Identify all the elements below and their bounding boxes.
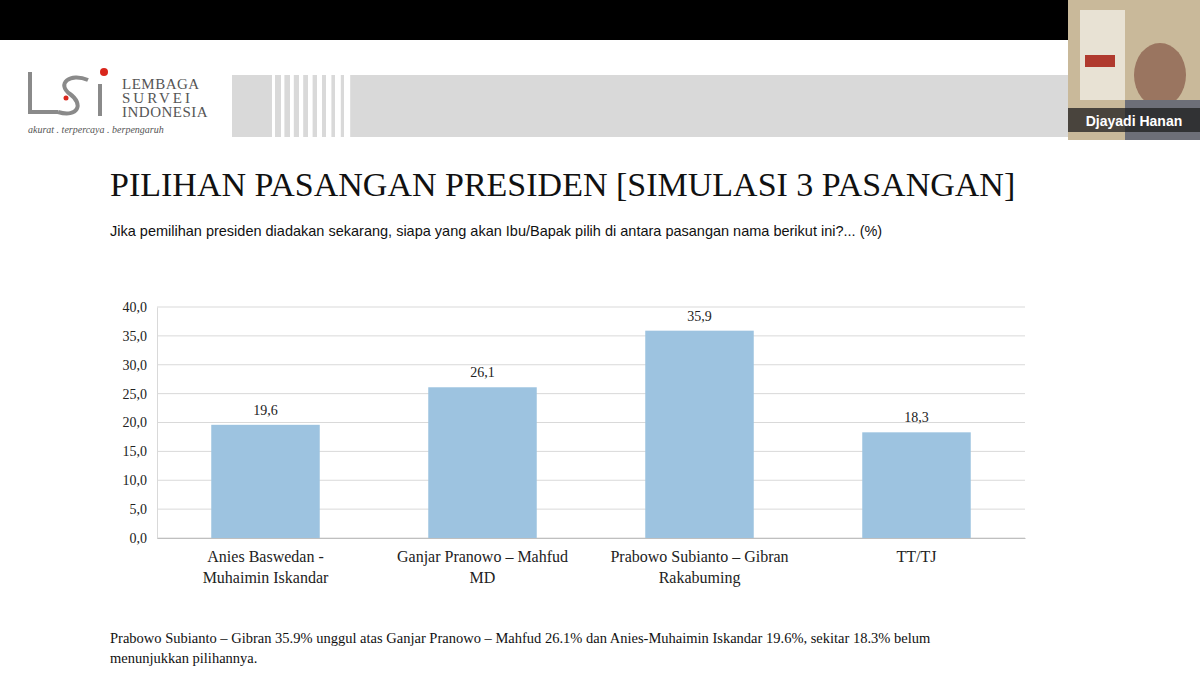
logo — [30, 68, 108, 116]
x-tick: Ganjar Pranowo – MahfudMD — [397, 538, 568, 586]
y-axis: 0,0 5,0 10,0 15,0 20,0 25,0 30,0 35,0 40,0 — [123, 300, 158, 546]
top-bar — [0, 0, 1200, 40]
stripe — [335, 75, 341, 137]
y-tick-label: 10,0 — [123, 473, 148, 488]
y-tick: 0,0 — [130, 531, 158, 546]
data-label: 26,1 — [470, 365, 495, 380]
data-label: 18,3 — [904, 410, 929, 425]
header-stripes — [272, 75, 350, 137]
y-axis-line — [157, 308, 158, 539]
y-tick-label: 5,0 — [130, 502, 148, 517]
logo-i — [98, 84, 102, 116]
caption: Prabowo Subianto – Gibran 35.9% unggul a… — [110, 630, 931, 666]
name-plate — [1068, 108, 1200, 132]
x-axis-line — [158, 538, 1026, 539]
header-banner — [232, 75, 1200, 137]
y-tick-label: 30,0 — [123, 358, 148, 373]
y-tick-label: 40,0 — [123, 300, 148, 315]
webcam: Djayadi Hanan — [1068, 0, 1200, 140]
logo-text: INDONESIA — [122, 104, 208, 120]
shelf — [1080, 10, 1125, 100]
grid — [157, 307, 1025, 538]
x-tick-label: TT/TJ — [897, 548, 937, 565]
x-axis: Anies Baswedan -Muhaimin Iskandar Ganjar … — [158, 538, 1026, 587]
logo-s — [58, 77, 88, 113]
stripe — [326, 75, 331, 137]
data-label: 19,6 — [253, 403, 278, 418]
y-tick-label: 35,0 — [123, 329, 148, 344]
bar — [428, 387, 537, 538]
book — [1085, 55, 1115, 67]
x-tick-label: Ganjar Pranowo – MahfudMD — [397, 548, 568, 586]
grid-line — [157, 307, 1025, 308]
y-tick-label: 15,0 — [123, 444, 148, 459]
logo-dot — [64, 96, 69, 101]
bar — [645, 331, 754, 538]
grid-line — [157, 364, 1025, 365]
title: PILIHAN PASANGAN PRESIDEN [SIMULASI 3 PA… — [110, 166, 1015, 203]
presenter-name: Djayadi Hanan — [1086, 113, 1182, 129]
data-label: 35,9 — [687, 309, 712, 324]
grid-line — [157, 422, 1025, 423]
x-tick: Prabowo Subianto – GibranRakabuming — [610, 538, 788, 587]
person-head — [1134, 43, 1186, 107]
stripe — [272, 75, 275, 137]
x-tick-label: Anies Baswedan -Muhaimin Iskandar — [203, 548, 329, 586]
y-tick: 10,0 — [123, 473, 158, 488]
y-tick: 30,0 — [123, 358, 158, 373]
y-tick-label: 0,0 — [130, 531, 148, 546]
stripe — [299, 75, 303, 137]
stripe — [281, 75, 284, 137]
logo-dot — [100, 68, 108, 76]
grid-line — [157, 335, 1025, 336]
y-tick: 5,0 — [130, 502, 158, 517]
stripe — [290, 75, 294, 137]
y-tick: 35,0 — [123, 329, 158, 344]
page: LEMBAGASURVEIINDONESIAakurat . terpercay… — [0, 0, 1200, 675]
stripe — [317, 75, 322, 137]
logo-l — [30, 72, 58, 112]
webcam-bg — [1068, 0, 1200, 140]
stripe — [344, 75, 350, 137]
x-tick: TT/TJ — [897, 538, 937, 565]
y-tick-label: 20,0 — [123, 415, 148, 430]
bar — [211, 425, 320, 538]
data-labels: 19,6 26,1 35,9 18,3 — [253, 309, 929, 426]
tagline: akurat . terpercaya . berpengaruh — [28, 124, 164, 135]
y-tick: 15,0 — [123, 444, 158, 459]
subtitle: Jika pemilihan presiden diadakan sekaran… — [110, 223, 882, 239]
x-tick: Anies Baswedan -Muhaimin Iskandar — [203, 538, 329, 586]
y-tick: 40,0 — [123, 300, 158, 315]
grid-line — [157, 393, 1025, 394]
y-tick: 20,0 — [123, 415, 158, 430]
bar — [862, 432, 971, 538]
stripe — [308, 75, 313, 137]
y-tick: 25,0 — [123, 387, 158, 402]
x-tick-label: Prabowo Subianto – GibranRakabuming — [610, 548, 788, 587]
y-tick-label: 25,0 — [123, 387, 148, 402]
bars — [211, 331, 971, 538]
